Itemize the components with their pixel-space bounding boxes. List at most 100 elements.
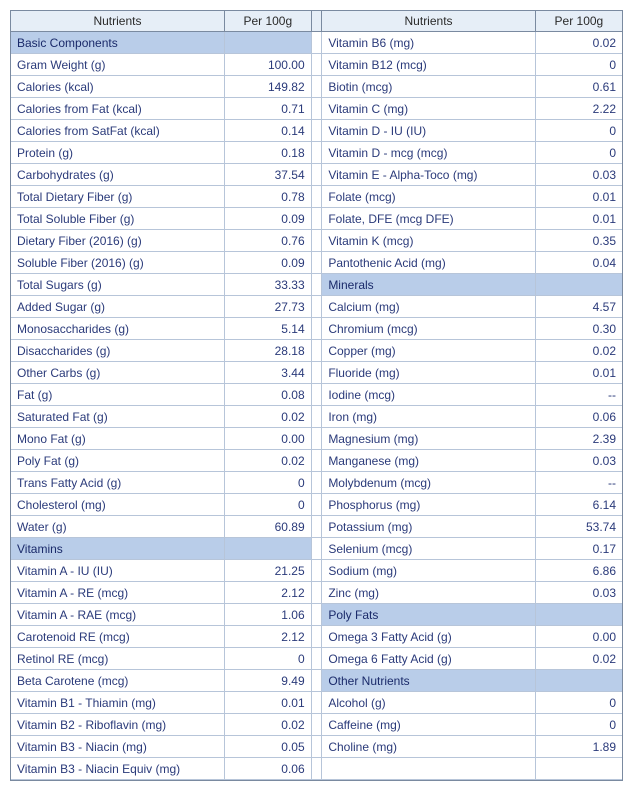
right-nutrient-value: 4.57 <box>535 296 622 318</box>
column-gap <box>311 230 322 252</box>
left-nutrient-name: Cholesterol (mg) <box>11 494 224 516</box>
right-nutrient-value: 0.17 <box>535 538 622 560</box>
left-nutrient-value: 0.02 <box>224 450 311 472</box>
right-section-header <box>535 604 622 626</box>
right-nutrient-value: 0.06 <box>535 406 622 428</box>
right-nutrient-value: -- <box>535 472 622 494</box>
column-gap <box>311 252 322 274</box>
right-nutrient-name: Vitamin E - Alpha-Toco (mg) <box>322 164 535 186</box>
table-row: Soluble Fiber (2016) (g)0.09Pantothenic … <box>11 252 622 274</box>
right-nutrient-name: Iodine (mcg) <box>322 384 535 406</box>
left-nutrient-value: 60.89 <box>224 516 311 538</box>
right-nutrient-name: Potassium (mg) <box>322 516 535 538</box>
column-gap <box>311 362 322 384</box>
right-nutrient-value: 1.89 <box>535 736 622 758</box>
right-nutrient-name: Fluoride (mg) <box>322 362 535 384</box>
left-section-header <box>224 538 311 560</box>
column-gap <box>311 626 322 648</box>
column-gap <box>311 54 322 76</box>
right-nutrient-value: 0 <box>535 54 622 76</box>
nutrition-table-container: Nutrients Per 100g Nutrients Per 100g Ba… <box>10 10 623 781</box>
table-row: Cholesterol (mg)0Phosphorus (mg)6.14 <box>11 494 622 516</box>
left-nutrient-name: Gram Weight (g) <box>11 54 224 76</box>
header-nutrients-right: Nutrients <box>322 11 535 32</box>
left-nutrient-name: Vitamin B3 - Niacin Equiv (mg) <box>11 758 224 780</box>
column-gap <box>311 428 322 450</box>
left-nutrient-value: 21.25 <box>224 560 311 582</box>
left-nutrient-name: Added Sugar (g) <box>11 296 224 318</box>
left-nutrient-value: 0.18 <box>224 142 311 164</box>
left-section-header: Basic Components <box>11 32 224 54</box>
right-nutrient-name: Biotin (mcg) <box>322 76 535 98</box>
header-per100g-right: Per 100g <box>535 11 622 32</box>
column-gap <box>311 384 322 406</box>
table-row: Dietary Fiber (2016) (g)0.76Vitamin K (m… <box>11 230 622 252</box>
column-gap <box>311 32 322 54</box>
right-section-header <box>535 274 622 296</box>
left-nutrient-value: 1.06 <box>224 604 311 626</box>
left-nutrient-value: 33.33 <box>224 274 311 296</box>
right-nutrient-name: Vitamin B12 (mcg) <box>322 54 535 76</box>
left-nutrient-name: Mono Fat (g) <box>11 428 224 450</box>
left-nutrient-name: Water (g) <box>11 516 224 538</box>
table-row: Beta Carotene (mcg)9.49Other Nutrients <box>11 670 622 692</box>
table-row: Retinol RE (mcg)0Omega 6 Fatty Acid (g)0… <box>11 648 622 670</box>
column-gap <box>311 318 322 340</box>
header-nutrients-left: Nutrients <box>11 11 224 32</box>
left-nutrient-name: Calories (kcal) <box>11 76 224 98</box>
right-nutrient-value: 6.86 <box>535 560 622 582</box>
left-nutrient-name: Vitamin B1 - Thiamin (mg) <box>11 692 224 714</box>
left-nutrient-value: 0.14 <box>224 120 311 142</box>
column-gap <box>311 142 322 164</box>
table-row: Poly Fat (g)0.02Manganese (mg)0.03 <box>11 450 622 472</box>
right-nutrient-name: Vitamin B6 (mg) <box>322 32 535 54</box>
table-row: Added Sugar (g)27.73Calcium (mg)4.57 <box>11 296 622 318</box>
left-nutrient-value: 0.01 <box>224 692 311 714</box>
right-nutrient-name: Chromium (mcg) <box>322 318 535 340</box>
header-gap <box>311 11 322 32</box>
right-nutrient-value: 0.02 <box>535 648 622 670</box>
table-row: Gram Weight (g)100.00Vitamin B12 (mcg)0 <box>11 54 622 76</box>
right-nutrient-value: 0.35 <box>535 230 622 252</box>
right-nutrient-value: 0 <box>535 120 622 142</box>
right-nutrient-value: 0.04 <box>535 252 622 274</box>
table-body: Basic Components Vitamin B6 (mg) 0.02 Gram … <box>11 32 622 780</box>
right-nutrient-name: Alcohol (g) <box>322 692 535 714</box>
column-gap <box>311 472 322 494</box>
column-gap <box>311 736 322 758</box>
column-gap <box>311 648 322 670</box>
column-gap <box>311 76 322 98</box>
header-row: Nutrients Per 100g Nutrients Per 100g <box>11 11 622 32</box>
table-row: Vitamin A - RAE (mcg)1.06Poly Fats <box>11 604 622 626</box>
right-nutrient-name: Folate, DFE (mcg DFE) <box>322 208 535 230</box>
right-nutrient-name: Vitamin D - IU (IU) <box>322 120 535 142</box>
table-row: Vitamin B3 - Niacin Equiv (mg)0.06 <box>11 758 622 780</box>
table-row: Protein (g)0.18Vitamin D - mcg (mcg)0 <box>11 142 622 164</box>
right-nutrient-name: Iron (mg) <box>322 406 535 428</box>
column-gap <box>311 340 322 362</box>
left-nutrient-name: Vitamin A - IU (IU) <box>11 560 224 582</box>
right-nutrient-value: 0 <box>535 714 622 736</box>
right-nutrient-value: 0.03 <box>535 164 622 186</box>
column-gap <box>311 494 322 516</box>
right-nutrient-name: Phosphorus (mg) <box>322 494 535 516</box>
left-nutrient-value: 3.44 <box>224 362 311 384</box>
right-section-header <box>535 670 622 692</box>
right-nutrient-value: 0.61 <box>535 76 622 98</box>
table-row: Calories from SatFat (kcal)0.14Vitamin D… <box>11 120 622 142</box>
column-gap <box>311 604 322 626</box>
table-row: Total Sugars (g)33.33Minerals <box>11 274 622 296</box>
column-gap <box>311 186 322 208</box>
right-nutrient-name: Molybdenum (mcg) <box>322 472 535 494</box>
left-nutrient-value: 0.02 <box>224 714 311 736</box>
right-nutrient-name: Magnesium (mg) <box>322 428 535 450</box>
right-nutrient-name: Calcium (mg) <box>322 296 535 318</box>
table-row: Vitamin A - RE (mcg)2.12Zinc (mg)0.03 <box>11 582 622 604</box>
table-row: Water (g)60.89Potassium (mg)53.74 <box>11 516 622 538</box>
table-row: Carbohydrates (g)37.54Vitamin E - Alpha-… <box>11 164 622 186</box>
table-row: Calories from Fat (kcal)0.71Vitamin C (m… <box>11 98 622 120</box>
left-nutrient-name: Vitamin B2 - Riboflavin (mg) <box>11 714 224 736</box>
left-nutrient-value: 0.06 <box>224 758 311 780</box>
table-row: Total Soluble Fiber (g)0.09Folate, DFE (… <box>11 208 622 230</box>
left-nutrient-value: 0.71 <box>224 98 311 120</box>
